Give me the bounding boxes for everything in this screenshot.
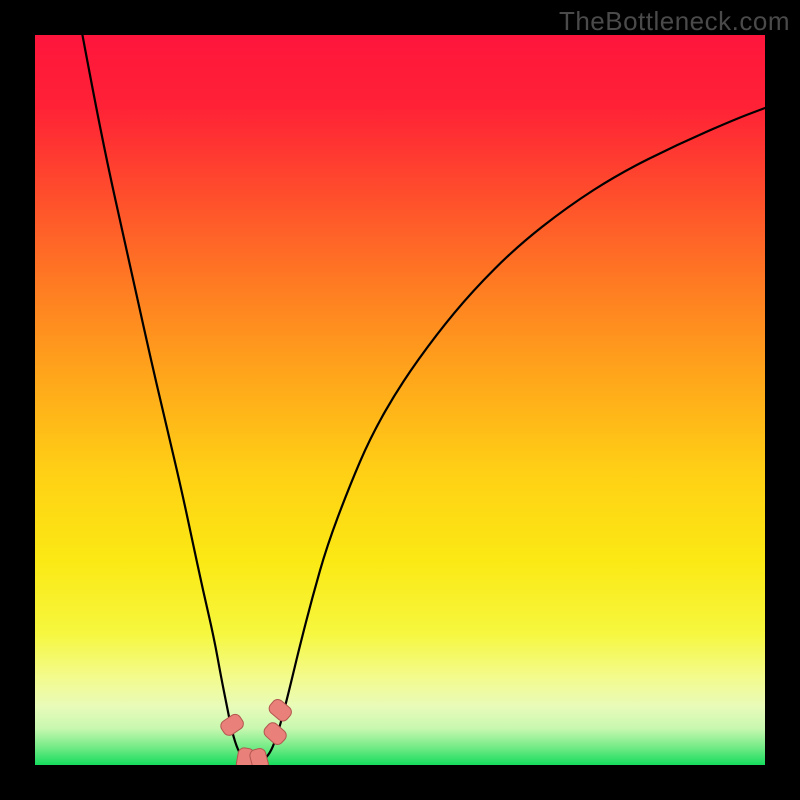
chart-stage: TheBottleneck.com — [0, 0, 800, 800]
gradient-background — [35, 35, 765, 765]
bottleneck-chart — [0, 0, 800, 800]
watermark-text: TheBottleneck.com — [559, 6, 790, 37]
